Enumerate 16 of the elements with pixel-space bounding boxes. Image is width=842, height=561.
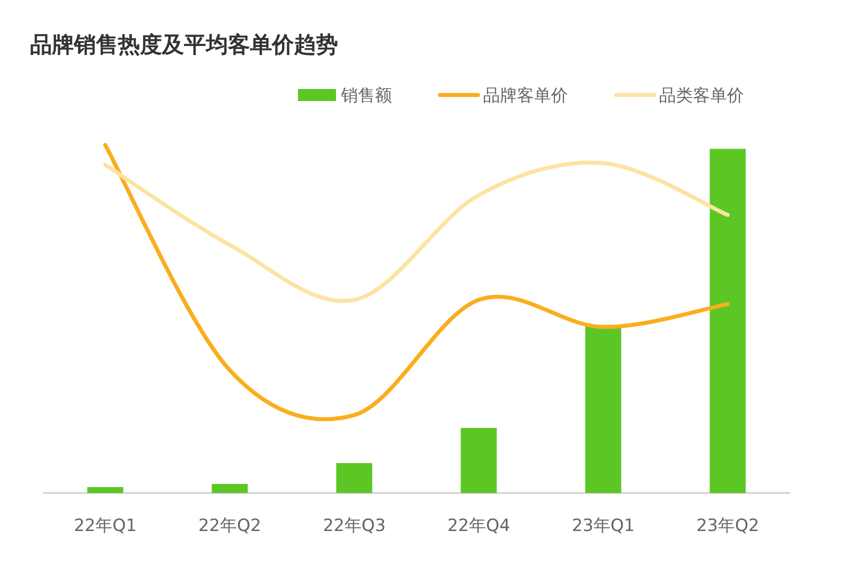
bar	[212, 484, 248, 493]
bar	[460, 428, 497, 493]
chart-title: 品牌销售热度及平均客单价趋势	[30, 32, 338, 58]
legend-label: 品类客单价	[659, 86, 744, 106]
bar	[336, 463, 372, 493]
x-tick-label: 22年Q4	[447, 516, 510, 536]
legend-label: 销售额	[340, 86, 392, 106]
bar	[585, 324, 622, 493]
x-tick-label: 23年Q1	[572, 516, 635, 536]
bar	[87, 487, 124, 493]
legend-label: 品牌客单价	[483, 86, 568, 106]
x-tick-label: 22年Q3	[322, 516, 386, 536]
x-tick-label: 23年Q2	[696, 516, 760, 536]
bar	[710, 148, 746, 493]
x-tick-label: 22年Q1	[74, 516, 137, 536]
x-tick-label: 22年Q2	[198, 516, 262, 536]
